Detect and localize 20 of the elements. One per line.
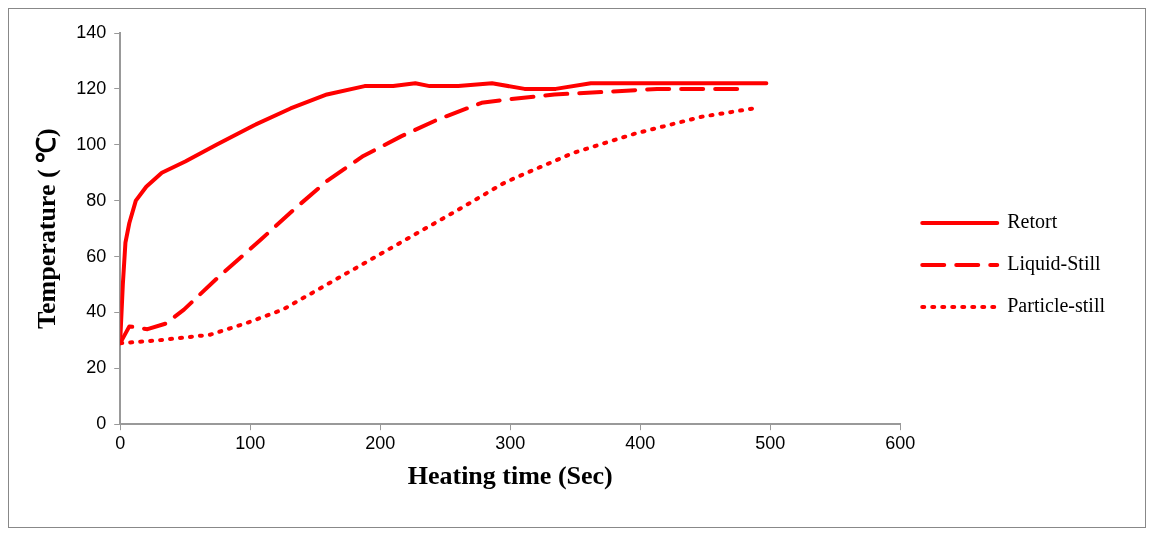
x-tick-label: 0	[115, 432, 126, 453]
legend-label: Particle-still	[1007, 294, 1106, 317]
legend-label: Retort	[1007, 210, 1058, 233]
x-tick-label: 600	[885, 432, 916, 453]
y-tick-label: 60	[86, 245, 107, 266]
y-tick-label: 40	[86, 301, 107, 322]
y-tick-label: 140	[76, 21, 107, 42]
y-tick-label: 20	[86, 357, 107, 378]
y-tick-label: 100	[76, 133, 107, 154]
x-tick-label: 100	[235, 432, 266, 453]
y-axis-title: Temperature ( ℃)	[32, 128, 62, 329]
y-tick-label: 120	[76, 77, 107, 98]
y-tick-label: 0	[96, 413, 107, 434]
legend-label: Liquid-Still	[1007, 252, 1102, 276]
x-tick-label: 500	[755, 432, 786, 453]
x-tick-label: 400	[625, 432, 656, 453]
x-tick-label: 200	[365, 432, 396, 453]
x-axis-title: Heating time (Sec)	[407, 461, 613, 491]
y-tick-label: 80	[86, 189, 107, 210]
x-tick-label: 300	[495, 432, 526, 453]
